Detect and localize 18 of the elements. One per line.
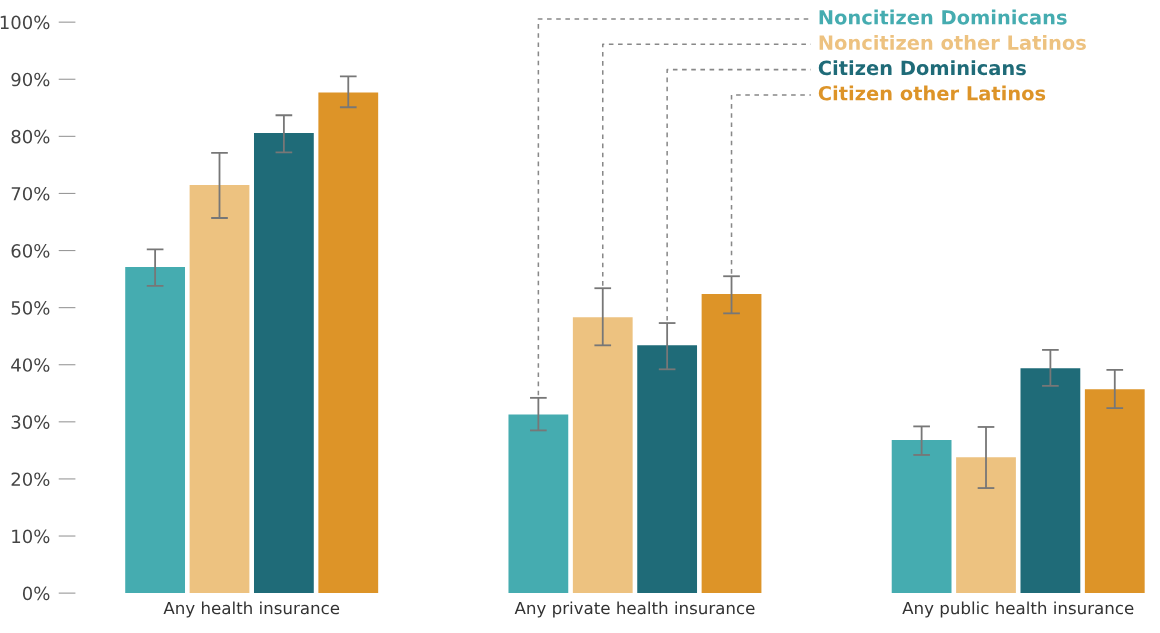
y-tick-label: 40% [11,358,50,372]
y-tick-label: 50% [11,301,50,315]
y-tick-label: 60% [11,244,50,258]
x-tick-label: Any public health insurance [902,601,1134,618]
y-tick-label: 100% [0,15,50,30]
y-tick-label: 70% [11,186,50,201]
text: Citizen other Latinos [818,85,1046,101]
y-tick-label: 90% [11,72,50,87]
y-tick-label: 30% [11,415,50,429]
x-tick-label: Any private health insurance [514,601,755,618]
text: Citizen Dominicans [818,60,1026,76]
y-tick-label: 10% [12,529,50,544]
text: Noncitizen Dominicans [819,9,1067,25]
y-tick-label: 20% [11,472,50,487]
y-tick-label: 80% [11,129,50,144]
text: Noncitizen other Latinos [819,34,1086,50]
x-tick-label: Any health insurance [163,601,340,618]
y-tick-label: 0% [22,586,50,601]
